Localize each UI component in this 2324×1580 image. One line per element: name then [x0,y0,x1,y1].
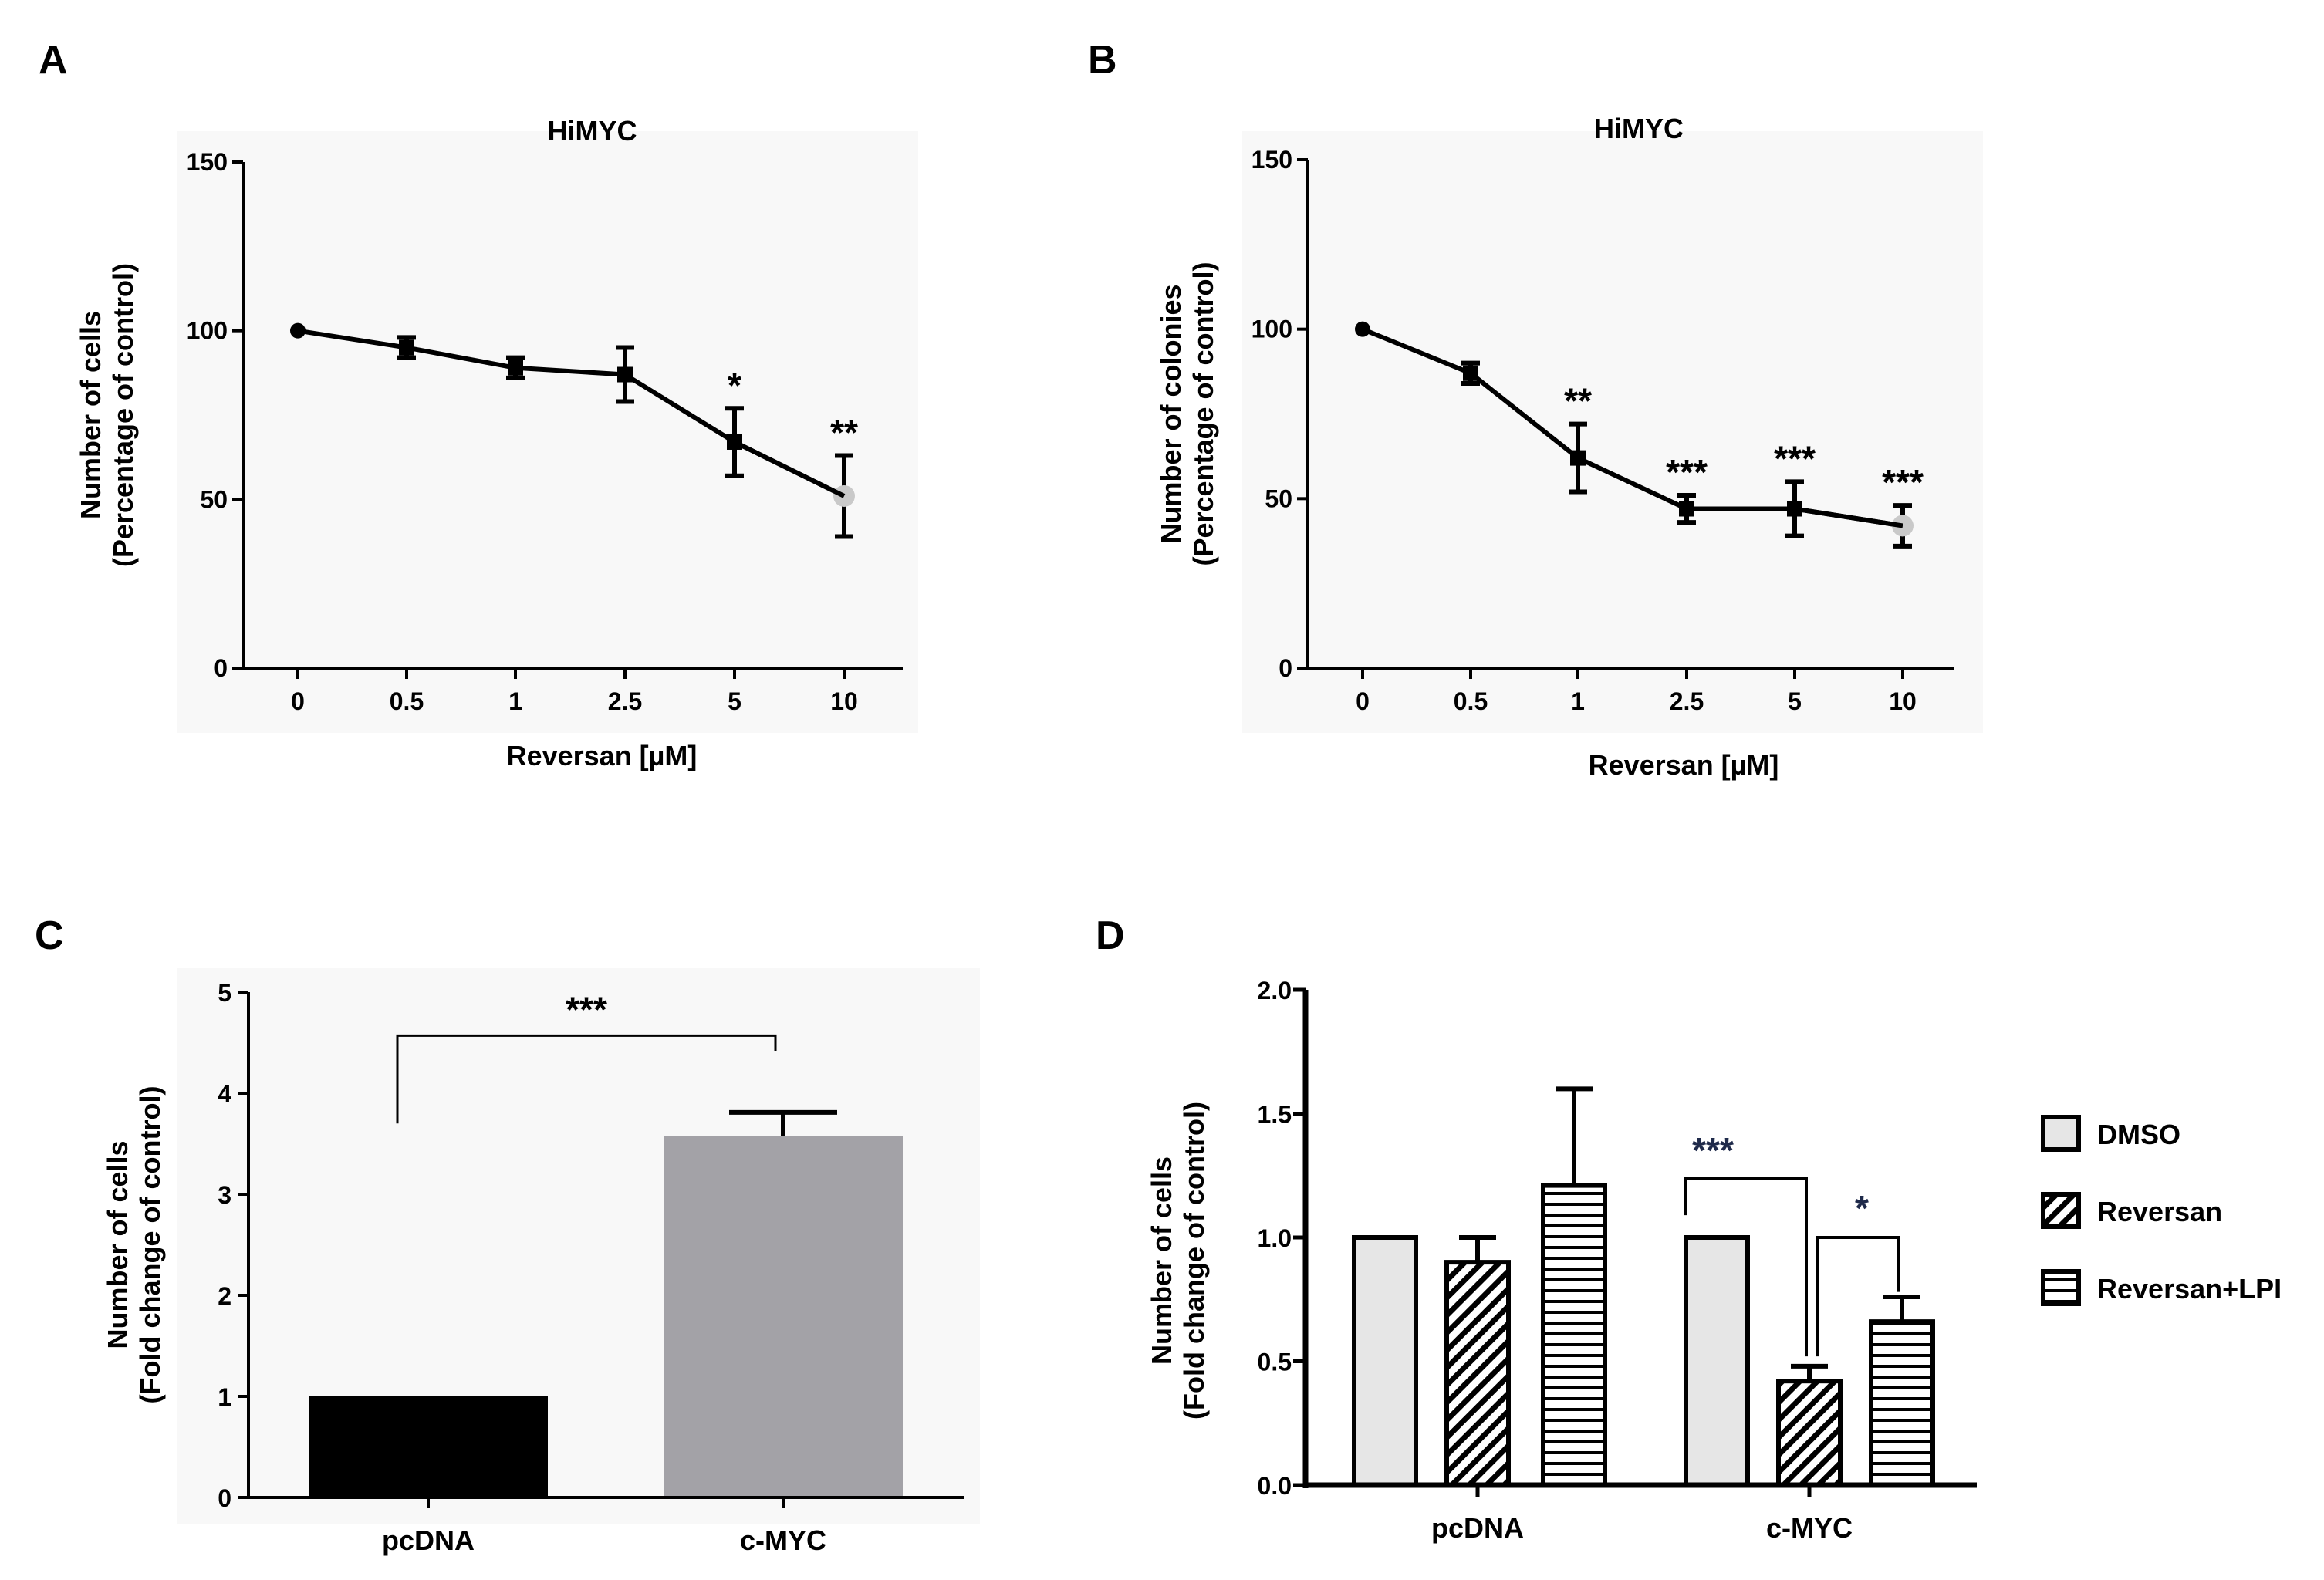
panel-b-line-chart: HiMYC 0 50 100 150 0 0.5 1 2.5 5 10 Reversan [µM] Nu… [1155,113,1983,781]
y-axis-label-line2: (Fold change of control) [134,1086,166,1404]
comparison-bracket [1816,1236,1900,1357]
data-point [1679,501,1694,517]
y-tick-label: 1 [218,1383,231,1411]
y-axis-label-line1: Number of colonies [1155,284,1187,543]
significance-marker: ** [830,412,858,452]
bar-reversan-c-myc [1776,1379,1843,1488]
y-tick-label: 0 [214,654,228,682]
data-point [290,322,306,339]
y-tick-label: 0 [218,1484,231,1512]
plot-background [1242,131,1983,733]
data-point [399,339,414,356]
y-axis-label-line2: (Fold change of control) [1178,1102,1210,1420]
significance-marker: ** [1564,381,1592,421]
x-tick-label: 10 [830,687,858,715]
y-axis-label-line1: Number of cells [1146,1156,1177,1365]
significance-marker: *** [1882,462,1924,502]
panel-c-bar-chart: pcDNA c-MYC 0 1 2 3 4 5 Number of cells (Fold cha… [102,968,980,1556]
y-tick-label: 1.0 [1258,1224,1292,1252]
y-tick-label: 150 [1252,146,1292,174]
panel-letter-d: D [1096,913,1125,958]
x-tick-label: 0.5 [390,687,424,715]
x-axis-label: Reversan [µM] [507,740,698,771]
bar-dmso-c-myc [1684,1235,1750,1487]
y-tick-label: 150 [187,148,228,176]
y-axis-label-line1: Number of cells [75,311,106,519]
x-tick-label: c-MYC [1766,1512,1853,1544]
bar-reversan-lpi-pcdna [1541,1183,1607,1487]
bar-reversan-pcdna [1444,1260,1511,1487]
y-axis-label-line2: (Percentage of control) [1187,262,1219,565]
x-tick-label: 2.5 [608,687,642,715]
x-tick-label: pcDNA [382,1524,475,1556]
y-tick-label: 4 [218,1080,231,1108]
legend-swatch-dmso [2041,1115,2081,1152]
legend-label: Reversan [2097,1196,2222,1227]
bar-pcdna [309,1396,548,1497]
y-tick-label: 0.0 [1258,1472,1292,1500]
x-tick-label: 1 [1571,687,1585,715]
comparison-bracket [396,1034,777,1124]
data-point [1463,365,1478,381]
x-tick-label: 10 [1889,687,1917,715]
x-tick-label: 0.5 [1454,687,1488,715]
data-point [508,360,523,376]
comparison-bracket [1684,1176,1808,1357]
bar-reversan-lpi-c-myc [1869,1319,1935,1488]
significance-marker: *** [566,989,607,1029]
chart-title: HiMYC [1594,113,1684,144]
x-tick-label: 2.5 [1670,687,1704,715]
y-tick-label: 100 [187,317,228,345]
significance-marker: *** [1666,452,1708,492]
legend-swatch-reversan-lpi [2041,1269,2081,1306]
y-tick-label: 50 [200,485,228,513]
legend-swatch-reversan [2041,1192,2081,1229]
plot-background [177,131,918,733]
legend-label: Reversan+LPI [2097,1273,2282,1305]
x-tick-label: 5 [1788,687,1802,715]
data-point [1355,321,1370,337]
x-tick-label: 1 [508,687,522,715]
x-tick-label: pcDNA [1431,1512,1524,1544]
significance-marker: * [1855,1188,1869,1228]
bar-dmso-pcdna [1352,1235,1418,1487]
y-tick-label: 100 [1252,316,1292,343]
x-tick-label: 0 [291,687,305,715]
y-axis-label-line1: Number of cells [102,1140,133,1349]
data-point [1570,450,1586,466]
x-tick-label: 0 [1356,687,1370,715]
panel-letter-b: B [1088,38,1117,83]
panel-letter-a: A [39,38,68,83]
x-tick-label: 5 [728,687,741,715]
significance-marker: * [728,365,741,405]
panel-a-line-chart: HiMYC 0 50 100 150 0 0.5 1 2.5 5 10 Reversan [µM] Nu… [75,115,918,771]
y-tick-label: 2.0 [1258,977,1292,1004]
y-tick-label: 5 [218,979,231,1007]
y-tick-label: 1.5 [1258,1101,1292,1129]
legend-label: DMSO [2097,1119,2180,1150]
y-tick-label: 0.5 [1258,1349,1292,1376]
data-line-segment [1794,506,1903,528]
data-line-segment [733,440,846,498]
x-axis-label: Reversan [µM] [1589,749,1779,781]
y-tick-label: 2 [218,1282,231,1310]
x-tick-label: c-MYC [740,1524,826,1556]
y-tick-label: 3 [218,1181,231,1209]
panel-letter-c: C [35,913,64,958]
significance-marker: *** [1692,1130,1734,1170]
significance-marker: *** [1774,438,1816,478]
chart-title: HiMYC [548,115,637,147]
data-point [617,366,633,383]
y-tick-label: 0 [1279,654,1292,682]
bar-c-myc [664,1136,903,1497]
y-axis-label-line2: (Percentage of control) [107,263,139,567]
y-tick-label: 50 [1265,484,1292,512]
panel-d-grouped-bar-chart: 0.0 0.5 1.0 1.5 2.0 pcDNA c-MYC Number of cells… [1146,977,2282,1544]
